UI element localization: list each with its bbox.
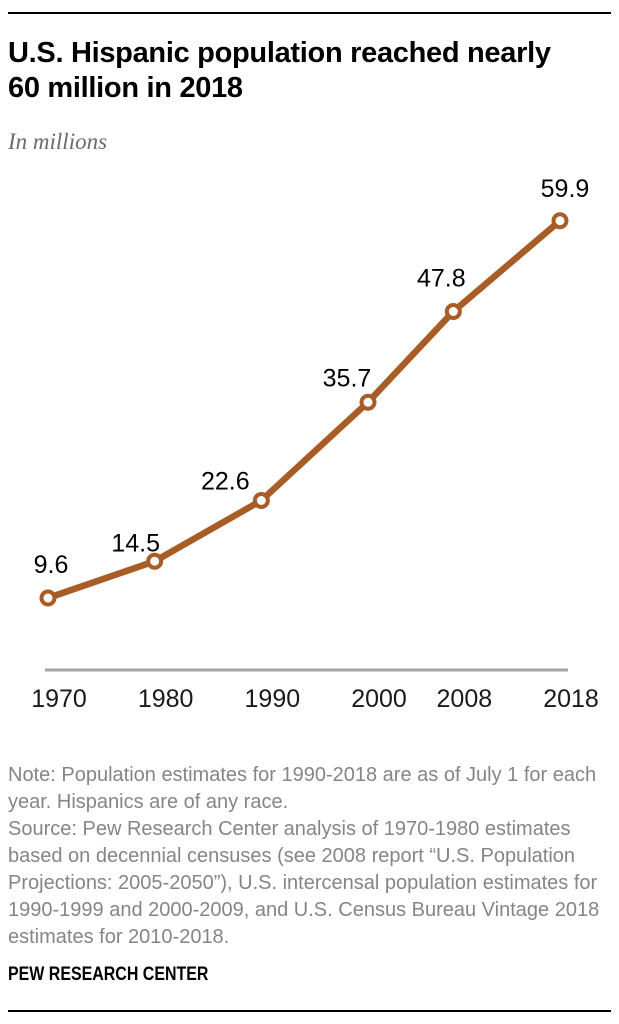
footnotes: Note: Population estimates for 1990-2018… [8, 762, 612, 951]
line-chart: 9.6 1970 14.5 1980 22.6 1990 35.7 2000 47.8 2008 5… [31, 175, 599, 713]
note-text: Note: Population estimates for 1990-2018… [8, 764, 597, 813]
data-point [39, 589, 57, 607]
data-point-label: 9.6 [34, 551, 69, 579]
source-text: Source: Pew Research Center analysis of … [8, 818, 600, 948]
x-axis-tick-label: 2008 [437, 685, 493, 713]
top-divider [8, 12, 611, 14]
data-point-label: 14.5 [111, 529, 160, 557]
data-point-label: 47.8 [417, 265, 466, 293]
data-point [146, 552, 164, 570]
chart-title-line2: 60 million in 2018 [8, 72, 243, 104]
brand-footer: PEW RESEARCH CENTER [8, 964, 209, 985]
chart-subtitle: In millions [8, 129, 108, 154]
bottom-divider [8, 1010, 611, 1012]
data-point [551, 212, 569, 230]
chart-title-line1: U.S. Hispanic population reached nearly [8, 37, 551, 69]
data-point [252, 492, 270, 509]
line-series [44, 217, 564, 602]
data-point-label: 59.9 [541, 175, 590, 203]
x-axis-tick-label: 2000 [351, 685, 407, 713]
data-point-label: 35.7 [323, 364, 372, 392]
data-point [359, 393, 377, 411]
x-axis-tick-label: 1970 [31, 685, 87, 713]
data-point [444, 303, 462, 320]
chart-title: U.S. Hispanic population reached nearly … [8, 36, 613, 106]
x-axis-tick-label: 1990 [245, 685, 301, 713]
data-point-label: 22.6 [201, 468, 250, 496]
x-axis-tick-label: 1980 [138, 685, 194, 713]
x-axis-tick-label: 2018 [543, 685, 599, 713]
